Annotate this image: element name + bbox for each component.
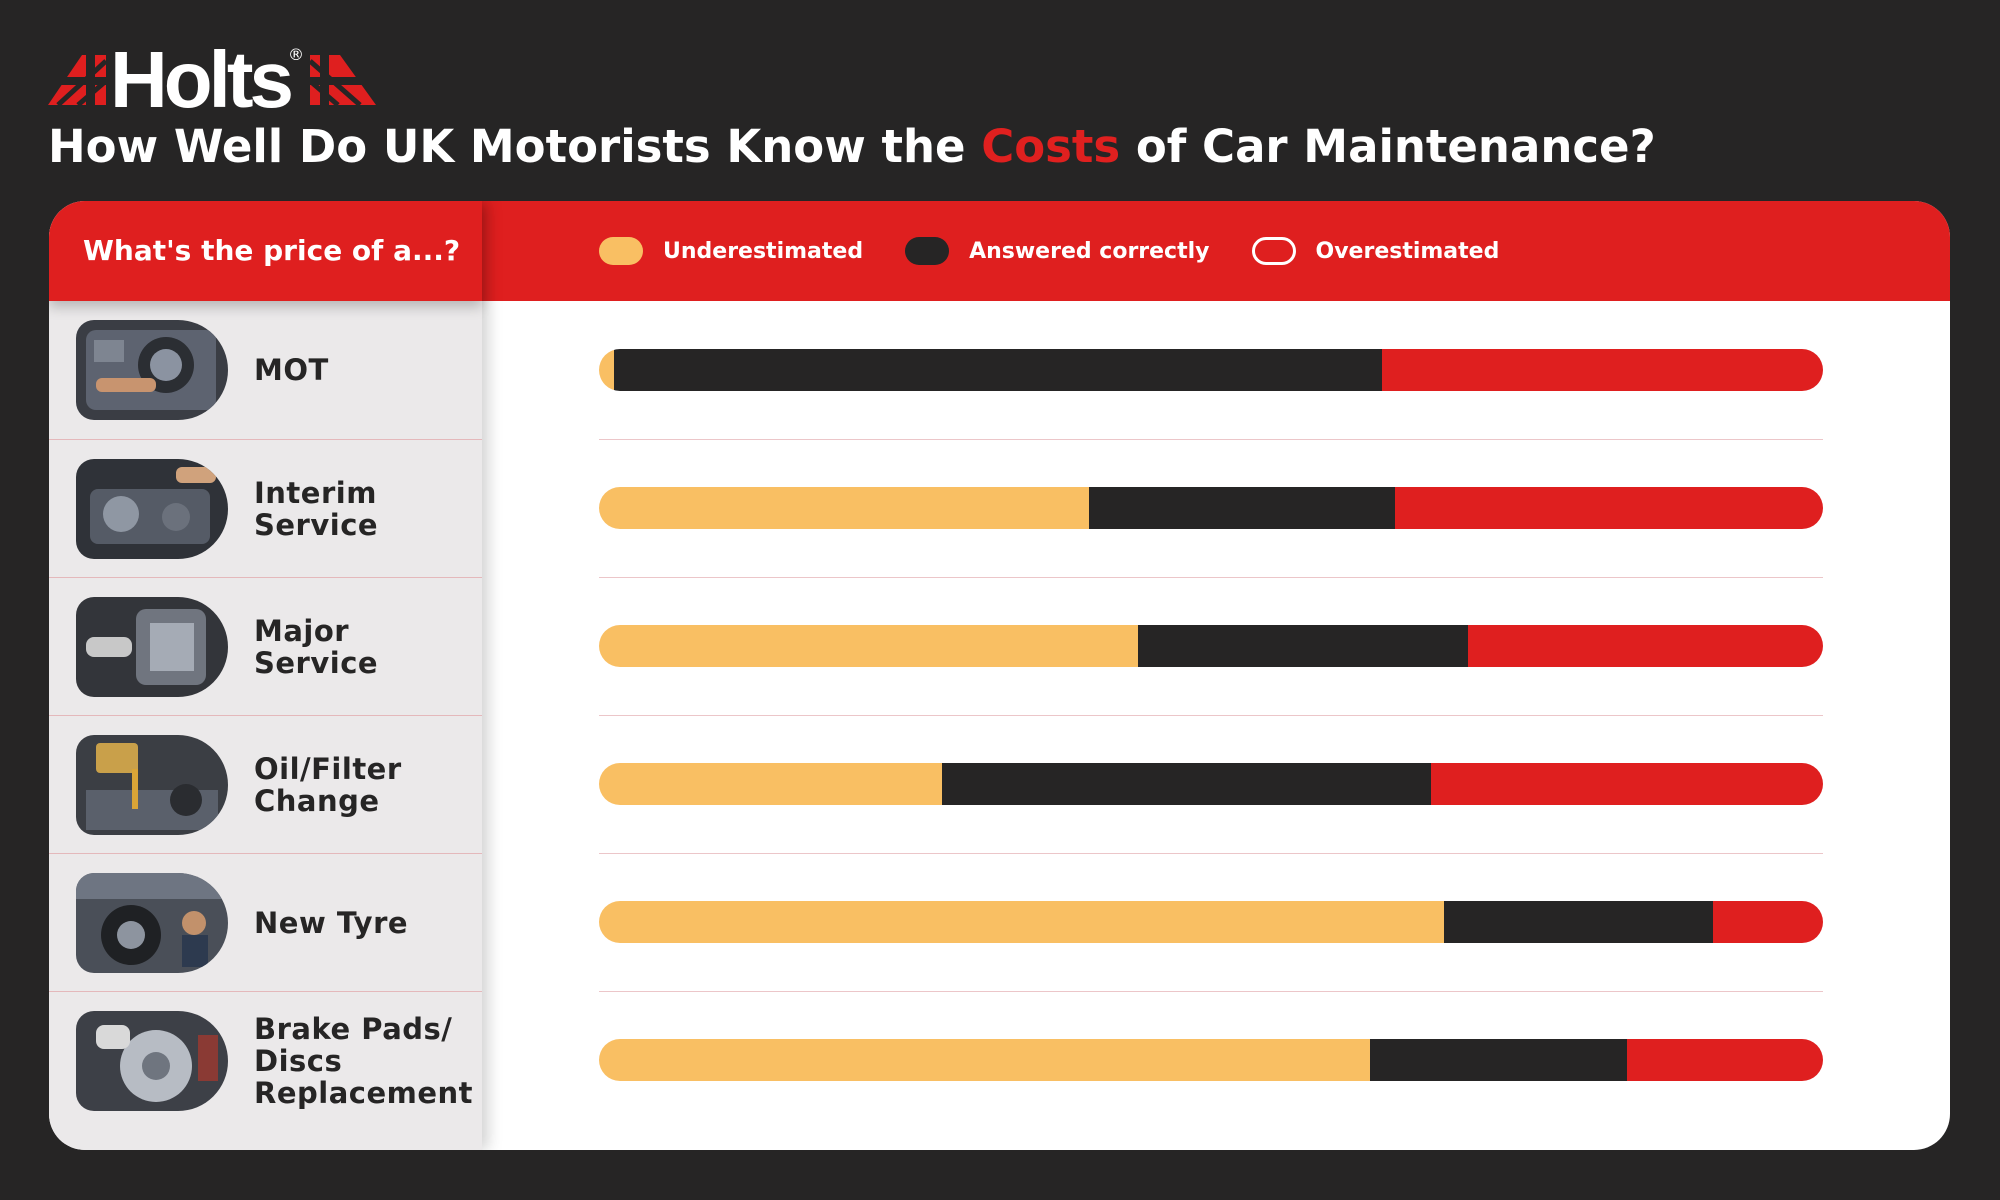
category-label-mot: MOT: [254, 353, 329, 387]
category-label-new-tyre: New Tyre: [254, 906, 409, 940]
category-label-interim-service: Interim Service: [254, 476, 379, 542]
interim-service-photo: [76, 459, 228, 559]
bar-segment-overestimated-5: [1627, 1039, 1823, 1081]
row-divider: [599, 577, 1823, 578]
legend-label-underestimated: Underestimated: [663, 238, 864, 264]
major-service-photo: [76, 597, 228, 697]
row-divider: [599, 853, 1823, 854]
chart-card: Underestimated Answered correctly Overes…: [49, 201, 1950, 1150]
bar-segment-underestimated-2: [599, 625, 1138, 667]
bar-segment-answered-correctly-0: [613, 349, 1383, 391]
bar-row-4: [599, 901, 1823, 943]
bar-row-0: [599, 349, 1823, 391]
union-flag-left-icon: [48, 55, 106, 105]
union-flag-right-icon: [310, 55, 376, 105]
bar-segment-underestimated-0: [599, 349, 614, 391]
category-row-oil-filter: Oil/Filter Change: [49, 715, 482, 854]
bar-segment-answered-correctly-5: [1370, 1039, 1628, 1081]
bar-segment-overestimated-2: [1468, 625, 1823, 667]
bar-segment-underestimated-1: [599, 487, 1089, 529]
plot-area: [49, 201, 1950, 1150]
legend-label-overestimated: Overestimated: [1315, 238, 1500, 264]
legend-swatch-underestimated: [599, 237, 643, 265]
legend-swatch-correct: [905, 237, 950, 265]
bar-segment-answered-correctly-1: [1088, 487, 1395, 529]
row-divider: [599, 439, 1823, 440]
logo-wordmark: Holts: [110, 35, 294, 124]
bar-row-3: [599, 763, 1823, 805]
row-divider: [599, 991, 1823, 992]
bar-segment-overestimated-0: [1382, 349, 1823, 391]
bar-segment-underestimated-5: [599, 1039, 1371, 1081]
bar-segment-overestimated-4: [1712, 901, 1823, 943]
bar-segment-underestimated-4: [599, 901, 1444, 943]
brake-pads-photo: [76, 1011, 228, 1111]
bar-segment-answered-correctly-4: [1443, 901, 1713, 943]
bar-segment-answered-correctly-3: [941, 763, 1432, 805]
title-part-2: of Car Maintenance?: [1120, 120, 1656, 173]
legend-item-correct: Answered correctly: [905, 237, 1210, 265]
title-part-1: How Well Do UK Motorists Know the: [48, 120, 982, 173]
bar-row-1: [599, 487, 1823, 529]
bar-segment-underestimated-3: [599, 763, 942, 805]
category-row-brake-pads: Brake Pads/ Discs Replacement: [49, 991, 482, 1130]
category-row-interim-service: Interim Service: [49, 439, 482, 578]
category-row-mot: MOT: [49, 301, 482, 439]
legend-swatch-overestimated: [1251, 237, 1296, 265]
page-title: How Well Do UK Motorists Know the Costs …: [48, 120, 1656, 173]
title-accent: Costs: [981, 120, 1121, 173]
legend-item-underestimated: Underestimated: [599, 237, 863, 265]
legend-label-correct: Answered correctly: [969, 238, 1210, 264]
bar-segment-answered-correctly-2: [1137, 625, 1469, 667]
category-row-new-tyre: New Tyre: [49, 853, 482, 992]
registered-mark: ®: [288, 44, 304, 64]
bar-segment-overestimated-1: [1394, 487, 1823, 529]
category-label-brake-pads: Brake Pads/ Discs Replacement: [254, 1012, 474, 1110]
category-label-oil-filter: Oil/Filter Change: [254, 752, 402, 818]
category-row-major-service: Major Service: [49, 577, 482, 716]
bar-row-2: [599, 625, 1823, 667]
category-column-header: What's the price of a...?: [49, 201, 482, 301]
legend-item-overestimated: Overestimated: [1251, 237, 1500, 265]
chart-legend: Underestimated Answered correctly Overes…: [599, 233, 1541, 269]
bar-segment-overestimated-3: [1431, 763, 1823, 805]
mot-photo: [76, 320, 228, 420]
oil-filter-photo: [76, 735, 228, 835]
holts-logo: Holts ®: [48, 35, 376, 124]
row-divider: [599, 715, 1823, 716]
category-label-major-service: Major Service: [254, 614, 379, 680]
new-tyre-photo: [76, 873, 228, 973]
category-column: What's the price of a...? MOT Interim Se…: [49, 201, 482, 1150]
bar-row-5: [599, 1039, 1823, 1081]
